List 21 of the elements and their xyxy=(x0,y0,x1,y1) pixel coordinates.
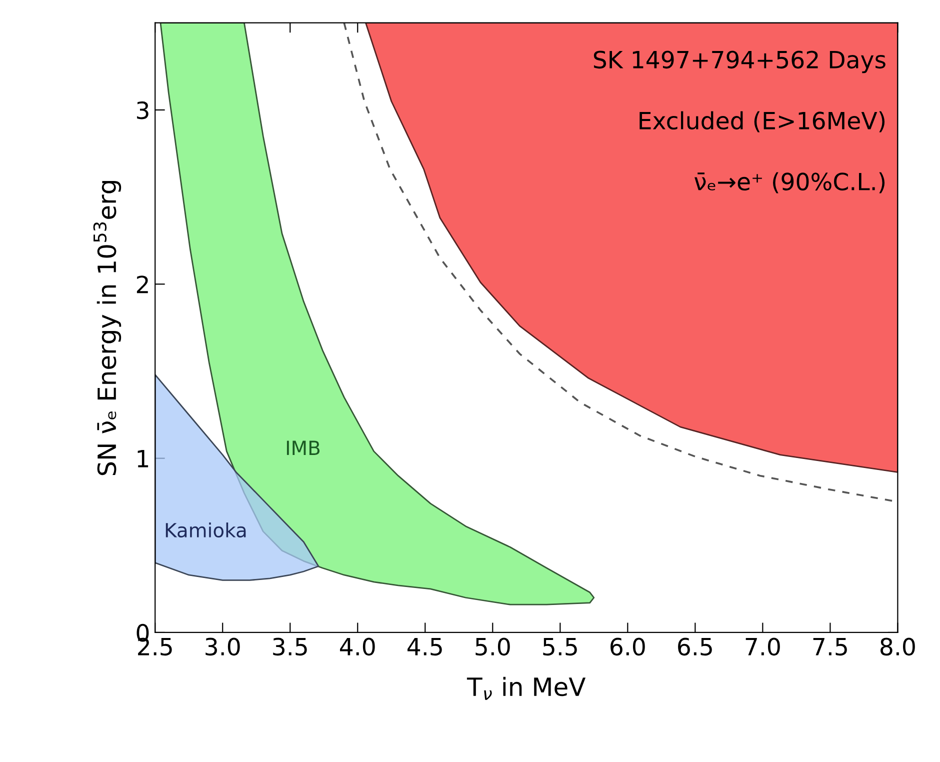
x-tick-label: 6.5 xyxy=(678,638,712,656)
x-tick-label: 7.0 xyxy=(746,638,780,656)
y-axis-title: SN ν̄ₑ Energy in 10$^{53}$erg xyxy=(93,181,122,476)
y-tick-label: 1 xyxy=(138,450,148,468)
annotation: Kamioka xyxy=(166,522,246,538)
y-tick-label: 3 xyxy=(137,101,148,120)
x-tick-label: 4.5 xyxy=(408,638,442,656)
x-axis-title: T$_{ν}$ in MeV xyxy=(466,676,586,700)
x-tick-label: 3.5 xyxy=(273,638,307,656)
annotation: Excluded (E>16MeV) xyxy=(640,111,885,132)
x-tick-label: 4.0 xyxy=(340,638,375,656)
x-tick-label: 5.0 xyxy=(476,638,510,656)
annotation: ν̄ₑ→e⁺ (90%C.L.) xyxy=(694,172,885,194)
x-tick-label: 3.0 xyxy=(206,638,240,656)
x-tick-label: 7.5 xyxy=(813,638,847,656)
y-tick-label: 2 xyxy=(136,276,148,294)
annotation: IMB xyxy=(286,440,320,455)
annotation: SK 1497+794+562 Days xyxy=(594,50,886,74)
x-tick-label: 8.0 xyxy=(880,638,915,656)
x-tick-label: 6.0 xyxy=(610,638,645,656)
x-tick-label: 5.5 xyxy=(543,638,577,656)
